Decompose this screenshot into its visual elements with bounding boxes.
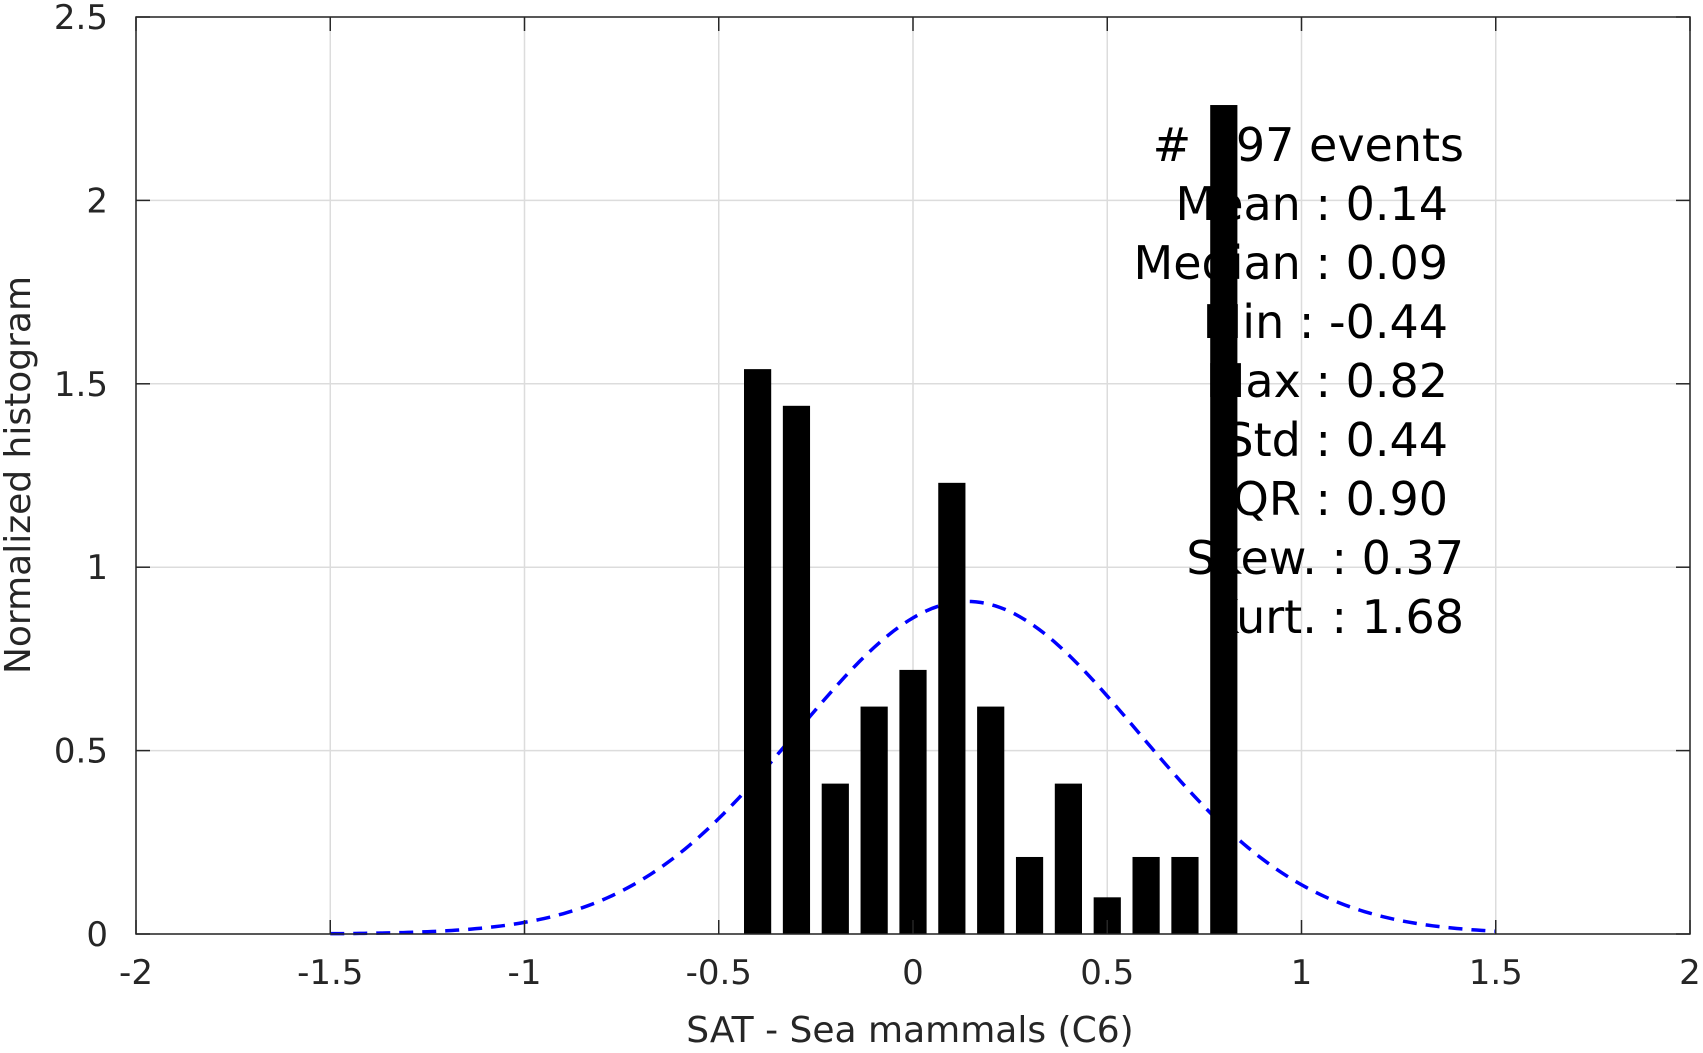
histogram-bar: [744, 369, 772, 934]
x-tick-label: 1: [1291, 953, 1313, 993]
stats-line: # : 97 events: [1153, 118, 1464, 172]
y-axis-label: Normalized histogram: [0, 276, 39, 674]
stats-line: Skew. : 0.37: [1186, 531, 1464, 585]
x-axis: -2 -1.5 -1 -0.5 0 0.5 1 1.5 2: [119, 17, 1701, 993]
histogram-bar: [1210, 105, 1238, 935]
stats-line: Std : 0.44: [1224, 413, 1448, 467]
x-tick-label: -2: [119, 953, 153, 993]
histogram-bar: [1054, 783, 1082, 934]
x-tick-label: 1.5: [1469, 953, 1523, 993]
stats-line: Mean : 0.14: [1176, 177, 1449, 231]
histogram-bar: [821, 783, 849, 934]
y-tick-label: 2.5: [54, 0, 108, 38]
bars: [744, 105, 1238, 935]
y-tick-label: 1.5: [54, 365, 108, 405]
y-tick-label: 0: [86, 915, 108, 955]
y-tick-label: 1: [86, 548, 108, 588]
histogram-bar: [782, 405, 811, 935]
x-tick-label: 0.5: [1080, 953, 1134, 993]
x-axis-label: SAT - Sea mammals (C6): [686, 1010, 1133, 1051]
histogram-bar: [938, 482, 966, 934]
x-tick-label: 2: [1679, 953, 1701, 993]
stats-line: IQR : 0.90: [1219, 472, 1448, 526]
stats-line: Kurt. : 1.68: [1208, 590, 1464, 644]
x-tick-label: -0.5: [686, 953, 752, 993]
y-tick-label: 0.5: [54, 732, 108, 772]
x-tick-label: -1.5: [297, 953, 363, 993]
stats-line: Max : 0.82: [1206, 354, 1448, 408]
x-tick-label: -1: [508, 953, 542, 993]
histogram-bar: [1171, 856, 1199, 934]
histogram-bar: [1132, 856, 1160, 934]
y-axis: 0 0.5 1 1.5 2 2.5: [54, 0, 1690, 955]
stats-line: Median : 0.09: [1134, 236, 1448, 290]
y-tick-label: 2: [86, 181, 108, 221]
histogram-bar: [977, 706, 1005, 934]
x-tick-label: 0: [902, 953, 924, 993]
histogram-bar: [860, 706, 888, 934]
histogram-bar: [1015, 856, 1044, 934]
histogram-bar: [899, 669, 927, 934]
stats-line: Min : -0.44: [1203, 295, 1448, 349]
